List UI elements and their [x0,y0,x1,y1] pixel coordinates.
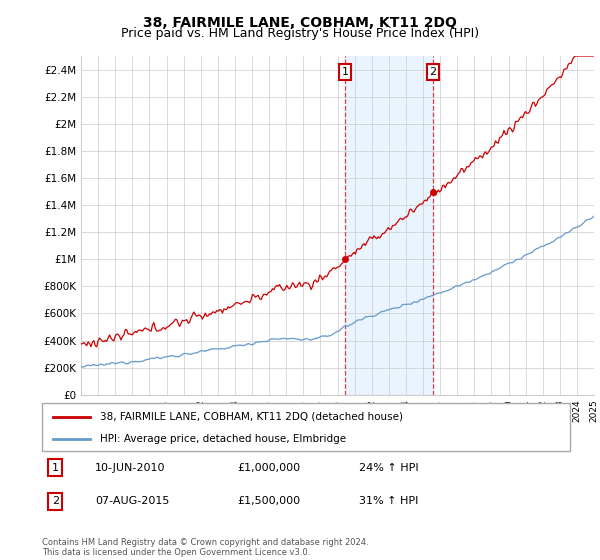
Text: 31% ↑ HPI: 31% ↑ HPI [359,496,418,506]
Text: Contains HM Land Registry data © Crown copyright and database right 2024.
This d: Contains HM Land Registry data © Crown c… [42,538,368,557]
Text: 10-JUN-2010: 10-JUN-2010 [95,463,166,473]
Text: 38, FAIRMILE LANE, COBHAM, KT11 2DQ: 38, FAIRMILE LANE, COBHAM, KT11 2DQ [143,16,457,30]
Text: 24% ↑ HPI: 24% ↑ HPI [359,463,418,473]
Bar [345,56,433,395]
Text: 2: 2 [52,496,59,506]
Text: 07-AUG-2015: 07-AUG-2015 [95,496,169,506]
FancyBboxPatch shape [42,403,570,451]
Text: 1: 1 [341,67,349,77]
Text: 1: 1 [52,463,59,473]
Text: 38, FAIRMILE LANE, COBHAM, KT11 2DQ (detached house): 38, FAIRMILE LANE, COBHAM, KT11 2DQ (det… [100,412,403,422]
Text: £1,500,000: £1,500,000 [238,496,301,506]
Text: Price paid vs. HM Land Registry's House Price Index (HPI): Price paid vs. HM Land Registry's House … [121,27,479,40]
Text: HPI: Average price, detached house, Elmbridge: HPI: Average price, detached house, Elmb… [100,434,346,444]
Text: 2: 2 [430,67,436,77]
Text: £1,000,000: £1,000,000 [238,463,301,473]
